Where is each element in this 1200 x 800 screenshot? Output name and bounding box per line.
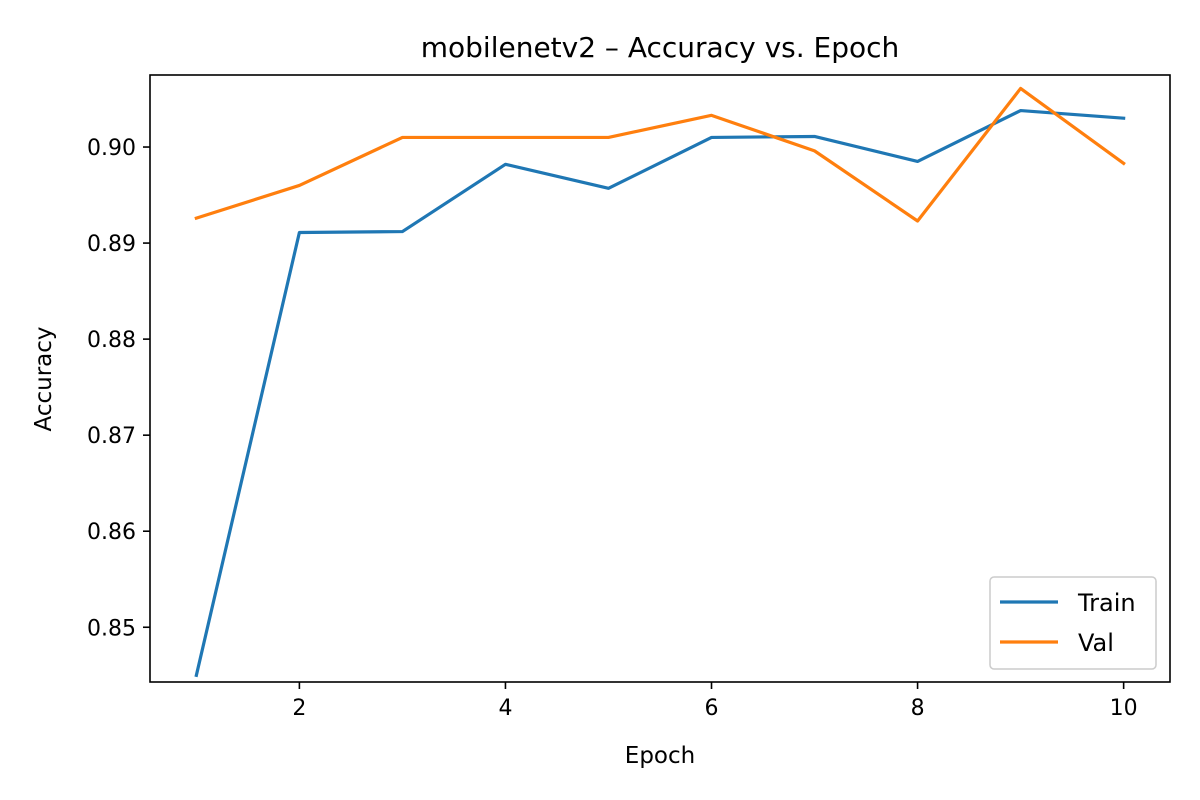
x-tick-label: 8 <box>911 696 925 721</box>
series-line-train <box>194 108 1126 678</box>
legend-box <box>989 576 1157 670</box>
y-axis: 0.85 0.86 0.87 0.88 0.89 0.90 <box>87 136 150 641</box>
x-axis: 2 4 6 8 10 <box>292 682 1138 721</box>
plot-frame <box>149 74 1171 683</box>
x-tick-label: 10 <box>1110 696 1138 721</box>
y-tick-label: 0.87 <box>87 424 136 449</box>
legend-label-train: Train <box>1077 589 1136 617</box>
y-tick-label: 0.89 <box>87 232 136 257</box>
x-tick-label: 2 <box>292 696 306 721</box>
legend: Train Val <box>989 576 1157 670</box>
legend-label-val: Val <box>1078 629 1114 657</box>
chart-title: mobilenetv2 – Accuracy vs. Epoch <box>421 31 900 64</box>
y-tick-label: 0.86 <box>87 520 136 545</box>
y-tick-label: 0.85 <box>87 616 136 641</box>
y-tick-label: 0.90 <box>87 136 136 161</box>
x-tick-label: 6 <box>705 696 719 721</box>
plot-area <box>194 86 1126 678</box>
y-tick-label: 0.88 <box>87 328 136 353</box>
x-axis-label: Epoch <box>625 743 695 769</box>
x-tick-label: 4 <box>498 696 512 721</box>
y-axis-label: Accuracy <box>31 326 57 431</box>
series-line-val <box>194 86 1126 223</box>
